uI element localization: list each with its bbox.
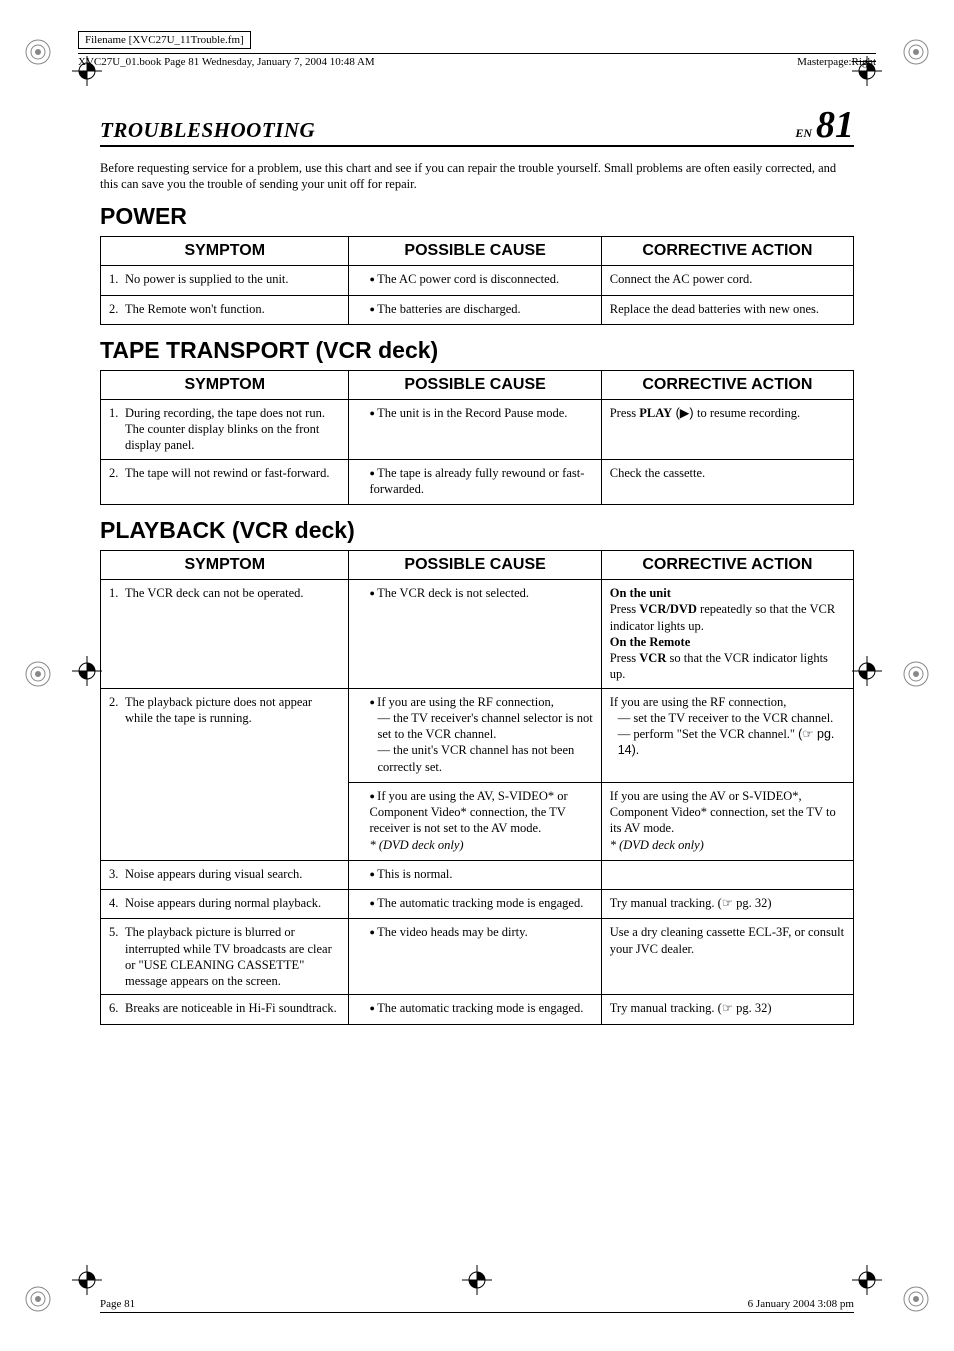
- registration-mark: [902, 38, 930, 66]
- table-header-row: SYMPTOM POSSIBLE CAUSE CORRECTIVE ACTION: [101, 370, 854, 399]
- table-row: 4.Noise appears during normal playback. …: [101, 890, 854, 919]
- tape-table: SYMPTOM POSSIBLE CAUSE CORRECTIVE ACTION…: [100, 370, 854, 505]
- table-row: 2.The tape will not rewind or fast-forwa…: [101, 459, 854, 505]
- power-table: SYMPTOM POSSIBLE CAUSE CORRECTIVE ACTION…: [100, 236, 854, 325]
- table-header-row: SYMPTOM POSSIBLE CAUSE CORRECTIVE ACTION: [101, 237, 854, 266]
- table-header-row: SYMPTOM POSSIBLE CAUSE CORRECTIVE ACTION: [101, 551, 854, 580]
- table-row: 6.Breaks are noticeable in Hi-Fi soundtr…: [101, 995, 854, 1024]
- table-row: 5.The playback picture is blurred or int…: [101, 919, 854, 995]
- print-area: Filename [XVC27U_11Trouble.fm] XVC27U_01…: [78, 30, 876, 1321]
- col-symptom: SYMPTOM: [101, 237, 349, 266]
- intro-paragraph: Before requesting service for a problem,…: [100, 160, 854, 194]
- table-row: 2.The Remote won't function. The batteri…: [101, 295, 854, 324]
- registration-mark: [24, 1285, 52, 1313]
- book-page-stamp: XVC27U_01.book Page 81 Wednesday, Januar…: [78, 56, 375, 68]
- footer-date: 6 January 2004 3:08 pm: [748, 1298, 854, 1310]
- page-number: EN 81: [795, 110, 854, 142]
- registration-mark: [902, 660, 930, 688]
- registration-mark: [24, 660, 52, 688]
- registration-mark: [24, 38, 52, 66]
- table-row: 1.The VCR deck can not be operated. The …: [101, 580, 854, 689]
- col-cause: POSSIBLE CAUSE: [349, 237, 601, 266]
- filename-box: Filename [XVC27U_11Trouble.fm]: [78, 31, 251, 49]
- table-row: 3.Noise appears during visual search. Th…: [101, 860, 854, 889]
- footer-bar: Page 81 6 January 2004 3:08 pm: [100, 1298, 854, 1313]
- page-header: TROUBLESHOOTING EN 81: [100, 110, 854, 147]
- col-action: CORRECTIVE ACTION: [601, 237, 853, 266]
- table-row: 1.During recording, the tape does not ru…: [101, 399, 854, 459]
- page-content: TROUBLESHOOTING EN 81 Before requesting …: [78, 74, 876, 1025]
- section-heading-power: POWER: [100, 203, 854, 230]
- page-title: TROUBLESHOOTING: [100, 118, 315, 143]
- top-status-bar: XVC27U_01.book Page 81 Wednesday, Januar…: [78, 53, 876, 74]
- registration-mark: [902, 1285, 930, 1313]
- masterpage-label: Masterpage:Right: [797, 56, 876, 68]
- footer-page: Page 81: [100, 1298, 135, 1310]
- table-row: 1.No power is supplied to the unit. The …: [101, 266, 854, 295]
- playback-table: SYMPTOM POSSIBLE CAUSE CORRECTIVE ACTION…: [100, 550, 854, 1025]
- table-row: 2.The playback picture does not appear w…: [101, 688, 854, 782]
- section-heading-tape: TAPE TRANSPORT (VCR deck): [100, 337, 854, 364]
- section-heading-playback: PLAYBACK (VCR deck): [100, 517, 854, 544]
